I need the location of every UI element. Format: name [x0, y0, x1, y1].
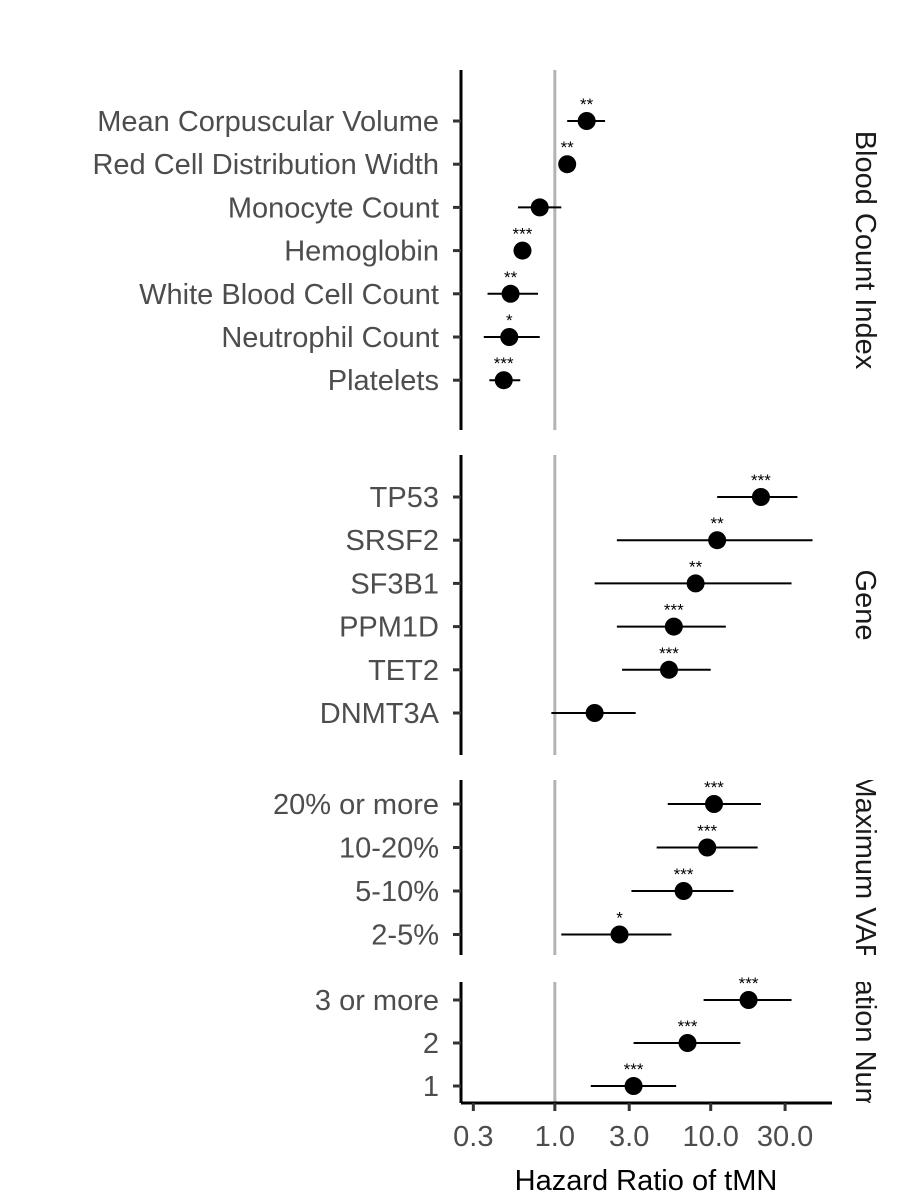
row-label: SRSF2 — [346, 525, 439, 557]
row-label: 10-20% — [339, 833, 439, 865]
significance-label: * — [616, 909, 623, 928]
row-label: DNMT3A — [320, 698, 440, 730]
significance-label: ** — [580, 95, 594, 114]
x-tick-label: 1.0 — [535, 1121, 575, 1153]
significance-label: ** — [711, 514, 725, 533]
hr-point — [751, 488, 770, 506]
strip-group: Gene — [849, 570, 881, 641]
hr-point — [513, 241, 532, 260]
x-tick-label: 30.0 — [757, 1121, 813, 1153]
row-label: Monocyte Count — [228, 192, 439, 224]
hr-point — [530, 198, 549, 217]
row-label: 2-5% — [371, 920, 439, 952]
hr-point — [577, 112, 596, 130]
panel-1: Gene TP53 *** SRSF2 ** SF3B1 ** PPM1D *** TET2 ***… — [320, 455, 881, 755]
row-label: 20% or more — [273, 789, 439, 821]
panels: Blood Count Index Mean Corpuscular Volume… — [92, 70, 881, 1154]
significance-label: *** — [674, 865, 694, 884]
row-label: PPM1D — [339, 612, 439, 644]
row: SF3B1 ** — [350, 557, 792, 600]
hr-point — [501, 284, 520, 303]
x-axis: Hazard Ratio of tMN 0.3 1.0 3.0 10.0 30.0 — [453, 1101, 832, 1197]
row: 2 *** — [423, 1017, 741, 1060]
hr-point — [624, 1077, 643, 1095]
row: DNMT3A — [320, 698, 636, 730]
row: White Blood Cell Count ** — [139, 268, 539, 311]
row: Hemoglobin *** — [284, 225, 533, 268]
hr-point — [698, 838, 717, 857]
strip-label: Blood Count Index — [849, 131, 881, 370]
row-label: 1 — [423, 1071, 439, 1103]
row-label: 5-10% — [355, 876, 439, 908]
hr-point — [585, 704, 604, 722]
significance-label: *** — [659, 644, 679, 663]
hr-point — [664, 617, 683, 636]
row: PPM1D *** — [339, 601, 726, 644]
row: Platelets *** — [328, 354, 521, 397]
hr-point — [708, 531, 727, 550]
hr-point — [678, 1034, 697, 1052]
row: Monocyte Count — [228, 192, 562, 224]
panel-3: Mutation Number 3 or more *** 2 *** 1 *** — [315, 931, 881, 1154]
row: 1 *** — [423, 1060, 677, 1103]
row: SRSF2 ** — [346, 514, 813, 557]
significance-label: * — [506, 311, 513, 330]
row-label: SF3B1 — [350, 568, 439, 600]
significance-label: *** — [494, 354, 514, 373]
row-label: White Blood Cell Count — [139, 279, 439, 311]
significance-label: *** — [678, 1017, 698, 1036]
strip-label: Gene — [849, 570, 881, 641]
panel-0: Blood Count Index Mean Corpuscular Volume… — [92, 70, 881, 430]
row: Neutrophil Count * — [221, 311, 540, 354]
significance-label: *** — [664, 601, 684, 620]
strip-group: Blood Count Index — [849, 131, 881, 370]
strip-group: Mutation Number — [849, 931, 881, 1154]
row-label: TET2 — [368, 655, 439, 687]
hr-point — [686, 574, 705, 593]
significance-label: *** — [697, 822, 717, 841]
hr-point — [705, 795, 724, 813]
hr-point — [500, 328, 519, 346]
significance-label: *** — [739, 974, 759, 993]
significance-label: *** — [624, 1060, 644, 1079]
panel-2: Maximum VAF 20% or more *** 10-20% *** 5-10% *… — [273, 774, 881, 962]
hr-point — [659, 660, 678, 679]
x-tick-label: 10.0 — [682, 1121, 738, 1153]
row: 5-10% *** — [355, 865, 734, 908]
row: Mean Corpuscular Volume ** — [97, 95, 606, 138]
significance-label: *** — [704, 778, 724, 797]
hr-point — [558, 155, 577, 174]
strip-label: Mutation Number — [849, 931, 881, 1154]
row: 20% or more *** — [273, 778, 761, 821]
significance-label: ** — [504, 268, 518, 287]
significance-label: ** — [689, 557, 703, 576]
strip-group: Maximum VAF — [849, 774, 881, 962]
significance-label: ** — [561, 138, 575, 157]
row-label: TP53 — [370, 482, 439, 514]
row-label: Platelets — [328, 365, 439, 397]
row: TET2 *** — [368, 644, 711, 687]
row: 3 or more *** — [315, 974, 792, 1017]
row-label: Hemoglobin — [284, 236, 439, 268]
row: 10-20% *** — [339, 822, 758, 865]
significance-label: *** — [513, 225, 533, 244]
row: 2-5% * — [371, 909, 672, 952]
row: Red Cell Distribution Width ** — [92, 138, 577, 181]
hr-point — [610, 925, 629, 944]
row-label: Neutrophil Count — [221, 322, 439, 354]
strip-label: Maximum VAF — [849, 774, 881, 962]
hr-point — [739, 991, 758, 1009]
hr-point — [674, 882, 693, 900]
row: TP53 *** — [370, 471, 798, 514]
row-label: Mean Corpuscular Volume — [97, 106, 439, 138]
hr-point — [494, 371, 513, 390]
row-label: Red Cell Distribution Width — [92, 149, 439, 181]
x-tick-label: 3.0 — [609, 1121, 649, 1153]
row-label: 3 or more — [315, 985, 439, 1017]
x-axis-title: Hazard Ratio of tMN — [515, 1165, 778, 1197]
significance-label: *** — [751, 471, 771, 490]
x-tick-label: 0.3 — [453, 1121, 493, 1153]
row-label: 2 — [423, 1028, 439, 1060]
